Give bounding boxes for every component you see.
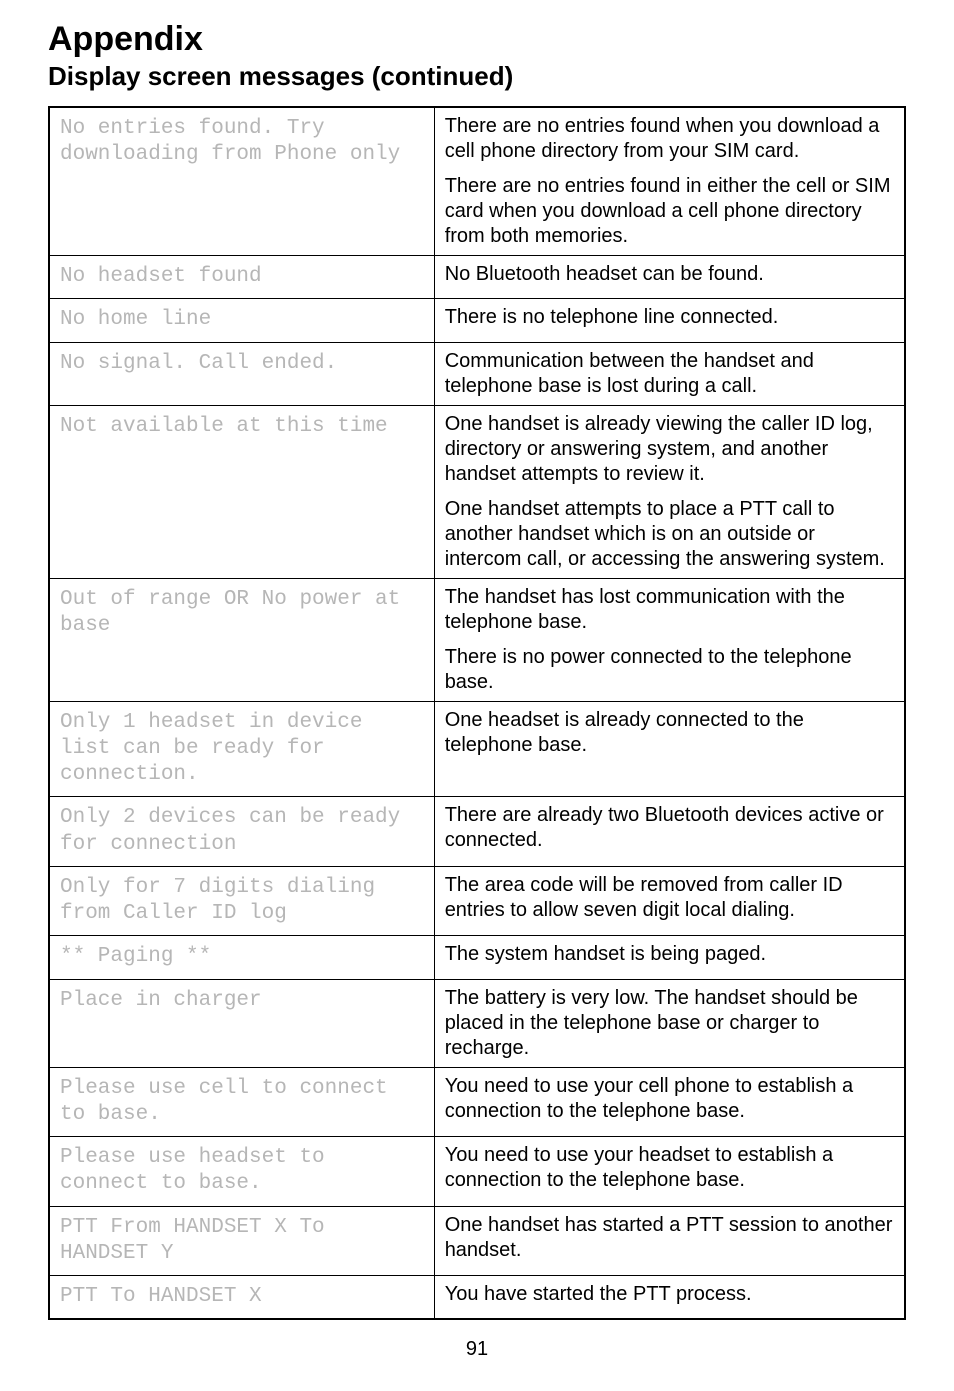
screen-message: Out of range OR No power at base [49, 578, 434, 701]
description-paragraph: One handset attempts to place a PTT call… [445, 497, 894, 572]
table-row: Only 1 headset in device list can be rea… [49, 701, 905, 797]
message-description: One handset has started a PTT session to… [434, 1206, 905, 1276]
description-paragraph: One handset is already viewing the calle… [445, 412, 894, 487]
description-paragraph: You need to use your headset to establis… [445, 1143, 894, 1193]
table-row: Only for 7 digits dialing from Caller ID… [49, 866, 905, 936]
message-description: One headset is already connected to the … [434, 701, 905, 797]
message-description: You need to use your cell phone to estab… [434, 1067, 905, 1137]
table-row: No entries found. Try downloading from P… [49, 107, 905, 256]
screen-message: No entries found. Try downloading from P… [49, 107, 434, 256]
table-row: No headset found No Bluetooth headset can… [49, 256, 905, 299]
description-paragraph: The system handset is being paged. [445, 942, 894, 967]
table-row: ** Paging ** The system handset is being … [49, 936, 905, 979]
description-paragraph: There are no entries found in either the… [445, 174, 894, 249]
screen-message: No signal. Call ended. [49, 342, 434, 405]
message-description: The handset has lost communication with … [434, 578, 905, 701]
screen-message: ** Paging ** [49, 936, 434, 979]
screen-message: Please use headset to connect to base. [49, 1137, 434, 1207]
screen-message: Only 1 headset in device list can be rea… [49, 701, 434, 797]
screen-message: Only 2 devices can be ready for connecti… [49, 797, 434, 867]
table-row: Only 2 devices can be ready for connecti… [49, 797, 905, 867]
message-description: There is no telephone line connected. [434, 299, 905, 342]
description-paragraph: There are already two Bluetooth devices … [445, 803, 894, 853]
screen-message: Only for 7 digits dialing from Caller ID… [49, 866, 434, 936]
screen-message: No headset found [49, 256, 434, 299]
table-row: Out of range OR No power at baseThe hand… [49, 578, 905, 701]
message-description: The area code will be removed from calle… [434, 866, 905, 936]
message-description: The battery is very low. The handset sho… [434, 979, 905, 1067]
description-paragraph: The battery is very low. The handset sho… [445, 986, 894, 1061]
page-heading: Appendix [48, 20, 906, 59]
screen-message: Not available at this time [49, 405, 434, 578]
screen-message: No home line [49, 299, 434, 342]
description-paragraph: There is no telephone line connected. [445, 305, 894, 330]
table-row: Please use cell to connect to base.You n… [49, 1067, 905, 1137]
message-description: The system handset is being paged. [434, 936, 905, 979]
message-description: You need to use your headset to establis… [434, 1137, 905, 1207]
description-paragraph: You have started the PTT process. [445, 1282, 894, 1307]
description-paragraph: The handset has lost communication with … [445, 585, 894, 635]
table-row: No home line There is no telephone line c… [49, 299, 905, 342]
message-description: There are already two Bluetooth devices … [434, 797, 905, 867]
description-paragraph: One headset is already connected to the … [445, 708, 894, 758]
description-paragraph: No Bluetooth headset can be found. [445, 262, 894, 287]
screen-message: PTT From HANDSET X To HANDSET Y [49, 1206, 434, 1276]
table-row: PTT To HANDSET X You have started the PTT… [49, 1276, 905, 1320]
message-description: No Bluetooth headset can be found. [434, 256, 905, 299]
description-paragraph: One handset has started a PTT session to… [445, 1213, 894, 1263]
table-row: No signal. Call ended.Communication betw… [49, 342, 905, 405]
screen-message: Please use cell to connect to base. [49, 1067, 434, 1137]
screen-message: Place in charger [49, 979, 434, 1067]
message-description: One handset is already viewing the calle… [434, 405, 905, 578]
screen-message: PTT To HANDSET X [49, 1276, 434, 1320]
page-subheading: Display screen messages (continued) [48, 61, 906, 92]
table-row: Place in chargerThe battery is very low.… [49, 979, 905, 1067]
messages-table: No entries found. Try downloading from P… [48, 106, 906, 1320]
table-row: Please use headset to connect to base.Yo… [49, 1137, 905, 1207]
page-number: 91 [48, 1338, 906, 1361]
message-description: There are no entries found when you down… [434, 107, 905, 256]
message-description: Communication between the handset and te… [434, 342, 905, 405]
description-paragraph: Communication between the handset and te… [445, 349, 894, 399]
message-description: You have started the PTT process. [434, 1276, 905, 1320]
description-paragraph: You need to use your cell phone to estab… [445, 1074, 894, 1124]
description-paragraph: There is no power connected to the telep… [445, 645, 894, 695]
description-paragraph: The area code will be removed from calle… [445, 873, 894, 923]
description-paragraph: There are no entries found when you down… [445, 114, 894, 164]
table-row: Not available at this timeOne handset is… [49, 405, 905, 578]
table-row: PTT From HANDSET X To HANDSET YOne hands… [49, 1206, 905, 1276]
